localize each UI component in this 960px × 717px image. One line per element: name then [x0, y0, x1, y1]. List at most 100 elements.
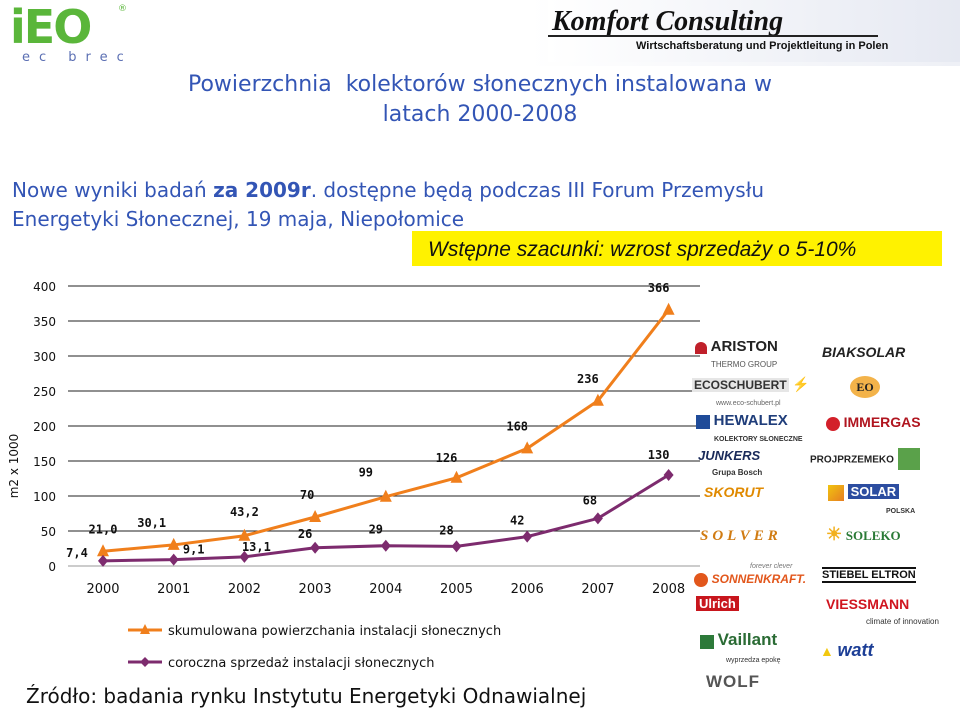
stiebel-eltron-logo: STIEBEL ELTRON — [822, 567, 916, 583]
slide-title: Powierzchnia kolektorów słonecznych inst… — [60, 70, 900, 130]
estimate-highlight-text: Wstępne szacunki: wzrost sprzedaży o 5-1… — [428, 238, 857, 261]
data-label: 68 — [583, 493, 597, 507]
sun-icon: ☀ — [826, 524, 843, 544]
x-tick-label: 2006 — [511, 582, 544, 597]
ulrich-logo: Ulrich — [696, 596, 739, 611]
announcement-line1: Nowe wyniki badań za 2009r. dostępne będ… — [12, 176, 912, 205]
legend-label: skumulowana powierzchania instalacji sło… — [168, 624, 501, 639]
data-point-annual — [168, 553, 179, 566]
hewalex-logo: HEWALEX KOLEKTORY SŁONECZNE — [696, 412, 803, 444]
data-label: 30,1 — [137, 516, 166, 530]
data-point-annual — [451, 540, 462, 553]
x-tick-label: 2005 — [440, 582, 473, 597]
x-tick-label: 2003 — [299, 582, 332, 597]
data-label: 13,1 — [242, 540, 271, 554]
data-point-annual — [592, 512, 603, 525]
data-label: 9,1 — [183, 543, 205, 557]
data-label: 42 — [510, 514, 524, 528]
eo-logo: EO — [850, 376, 880, 398]
data-point-cumulative — [662, 302, 675, 315]
solar-polska-logo: SOLAR POLSKA — [828, 484, 915, 516]
data-point-cumulative — [591, 393, 604, 406]
data-label: 70 — [300, 488, 314, 502]
sonnenkraft-logo: forever clever SONNENKRAFT. — [694, 556, 806, 587]
biaksolar-logo: BIAKSOLAR — [822, 344, 906, 360]
ecoschubert-logo: ECOSCHUBERT ⚡ www.eco-schubert.pl — [692, 376, 810, 407]
y-tick-label: 200 — [33, 420, 56, 434]
x-tick-label: 2000 — [86, 582, 119, 597]
ieo-logo: iEO — [10, 0, 92, 54]
slide-title-line2: latach 2000-2008 — [382, 102, 578, 127]
data-label: 168 — [506, 419, 528, 433]
company-tagline: Wirtschaftsberatung und Projektleitung i… — [636, 40, 889, 52]
data-label: 43,2 — [230, 505, 259, 519]
vaillant-logo: Vaillant wyprzedza epokę — [700, 630, 780, 665]
announcement-note: Nowe wyniki badań za 2009r. dostępne będ… — [12, 176, 912, 234]
data-label: 29 — [369, 523, 383, 537]
x-tick-label: 2007 — [581, 582, 614, 597]
y-tick-label: 100 — [33, 490, 56, 504]
x-tick-label: 2001 — [157, 582, 190, 597]
komfort-logo-background — [548, 0, 960, 62]
data-label: 366 — [648, 281, 670, 295]
y-tick-label: 150 — [33, 455, 56, 469]
data-label: 28 — [439, 523, 453, 537]
watt-logo: ▲ watt — [820, 640, 874, 660]
data-label: 99 — [359, 466, 373, 480]
data-label: 21,0 — [89, 522, 118, 536]
soleko-logo: ☀ SOLEKO — [826, 524, 901, 544]
estimate-highlight-box — [412, 231, 942, 266]
legend-label: coroczna sprzedaż instalacji słonecznych — [168, 656, 435, 671]
immergas-logo: IMMERGAS — [826, 414, 921, 431]
x-tick-label: 2004 — [369, 582, 402, 597]
company-name: Komfort Consulting — [552, 6, 784, 37]
announcement-text-start: Nowe wyniki badań — [12, 178, 214, 202]
junkers-logo: JUNKERS Grupa Bosch — [698, 448, 763, 477]
ieo-registered-mark: ® — [118, 4, 127, 14]
triangle-icon: ▲ — [820, 643, 834, 659]
skorut-logo: SKORUT — [704, 484, 764, 500]
data-label: 130 — [648, 448, 670, 462]
manufacturer-logos-panel: ARISTON THERMO GROUP BIAKSOLAR ECOSCHUBE… — [680, 328, 960, 706]
data-point-cumulative — [238, 528, 251, 541]
announcement-text-end: . dostępne będą podczas III Forum Przemy… — [310, 178, 765, 202]
data-point-cumulative — [450, 470, 463, 483]
data-point-cumulative — [521, 441, 534, 454]
ieo-logo-subtext: ec brec — [22, 50, 133, 65]
data-point-cumulative — [379, 489, 392, 502]
announcement-year: za 2009r — [213, 178, 311, 202]
y-axis-label: m2 x 1000 — [7, 434, 21, 499]
wolf-logo: WOLF — [706, 672, 761, 691]
rabbit-icon — [700, 634, 714, 649]
data-point-cumulative — [167, 537, 180, 550]
y-tick-label: 0 — [48, 560, 56, 574]
y-tick-label: 400 — [33, 280, 56, 294]
viessmann-logo: VIESSMANN climate of innovation — [826, 596, 939, 626]
collector-area-chart: 0 50 100 150 200 250 300 350 400 m2 x 1000 2000 200… — [7, 280, 700, 671]
data-point-annual — [522, 530, 533, 543]
y-tick-label: 350 — [33, 315, 56, 329]
ariston-logo: ARISTON THERMO GROUP — [695, 338, 778, 370]
data-point-annual — [239, 550, 250, 563]
data-label: 26 — [298, 527, 312, 541]
slide-title-line1: Powierzchnia kolektorów słonecznych inst… — [187, 72, 772, 97]
data-point-annual — [310, 541, 321, 554]
data-point-annual — [663, 469, 674, 481]
data-point-cumulative — [309, 510, 322, 522]
announcement-line2: Energetyki Słonecznej, 19 maja, Niepołom… — [12, 207, 465, 231]
data-label: 236 — [577, 372, 599, 386]
solver-logo: SOLVER — [700, 528, 782, 544]
data-point-annual — [380, 539, 391, 552]
y-tick-label: 300 — [33, 350, 56, 364]
data-point-cumulative — [97, 544, 109, 557]
y-tick-label: 250 — [33, 385, 56, 399]
series-line — [102, 308, 670, 553]
data-label: 126 — [436, 451, 458, 465]
data-label: 7,4 — [66, 546, 88, 560]
y-tick-label: 50 — [41, 525, 56, 539]
legend-marker — [140, 624, 150, 634]
company-divider — [548, 35, 878, 37]
data-point-annual — [98, 554, 108, 567]
flash-icon: ⚡ — [792, 376, 810, 392]
source-note: Źródło: badania rynku Instytutu Energety… — [26, 684, 587, 708]
